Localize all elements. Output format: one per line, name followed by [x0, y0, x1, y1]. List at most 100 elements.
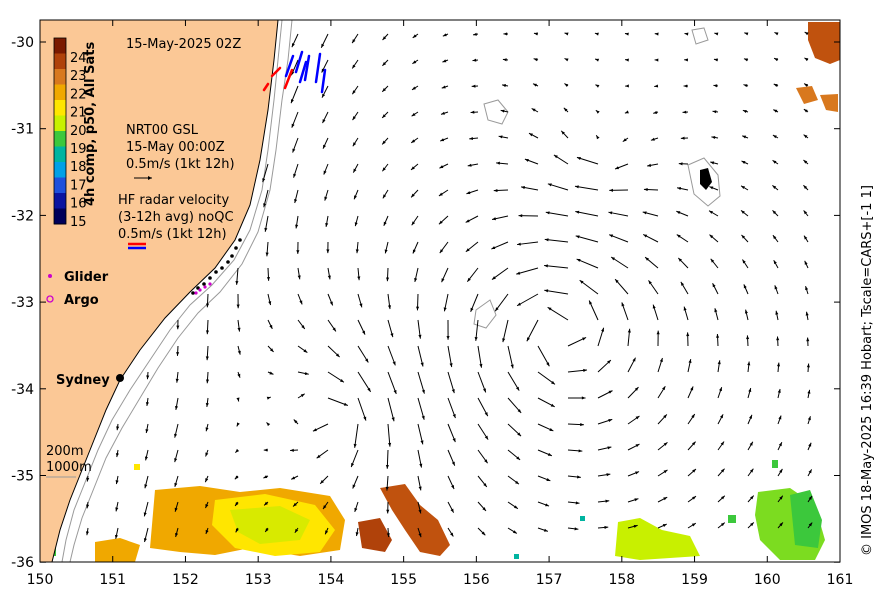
sydney-marker — [116, 374, 124, 382]
current-vector-head — [744, 309, 748, 314]
current-vector-head — [710, 161, 715, 165]
current-vector-head — [648, 280, 652, 285]
current-vector-head — [774, 285, 778, 290]
current-vector-head — [292, 148, 296, 153]
current-vector-head — [807, 389, 811, 394]
current-vector-head — [528, 133, 533, 137]
current-vector — [387, 371, 397, 395]
current-vector-head — [750, 495, 754, 500]
current-vector-head — [236, 397, 240, 402]
island — [700, 168, 712, 190]
colorbar-band — [54, 115, 66, 132]
current-vector-head — [690, 386, 694, 391]
current-vector-head — [654, 58, 659, 62]
current-vector — [579, 279, 599, 295]
current-vector-head — [355, 249, 359, 254]
current-vector-head — [776, 362, 781, 367]
current-vector-head — [382, 62, 387, 66]
current-vector-head — [779, 495, 783, 500]
current-vector-head — [663, 497, 668, 501]
current-vector — [516, 267, 539, 275]
current-vector-head — [748, 388, 752, 393]
current-vector-head — [263, 448, 268, 452]
current-vector-head — [234, 475, 239, 480]
current-vector-head — [692, 469, 696, 473]
current-vector — [575, 211, 599, 217]
current-vector-head — [269, 371, 274, 375]
current-vector-head — [383, 221, 387, 226]
current-vector-head — [446, 336, 450, 340]
colorbar-tick-label: 18 — [70, 160, 87, 175]
current-vector-head — [353, 168, 357, 173]
current-vector — [544, 289, 569, 295]
current-vector-head — [545, 211, 550, 215]
current-vector-head — [776, 336, 780, 341]
current-vector-head — [322, 93, 326, 98]
colorbar-band — [54, 38, 66, 54]
current-vector-head — [643, 188, 648, 192]
current-vector-head — [633, 524, 638, 528]
current-vector-head — [385, 464, 389, 469]
current-vector-head — [438, 192, 443, 196]
colorbar-band — [54, 131, 66, 147]
current-vector-head — [710, 258, 715, 263]
current-vector-head — [545, 503, 550, 507]
lat-tick-label: -34 — [11, 382, 34, 398]
current-vector-head — [263, 475, 268, 479]
current-vector-head — [549, 428, 554, 431]
current-vector-head — [743, 284, 747, 289]
current-vector-head — [578, 449, 583, 453]
current-vector-head — [804, 32, 809, 36]
current-vector-head — [418, 509, 422, 514]
current-vector-head — [293, 419, 298, 424]
current-vector — [357, 397, 367, 421]
current-vector-head — [747, 361, 751, 366]
current-vector-head — [804, 235, 808, 240]
current-vector-head — [293, 173, 297, 178]
nrt-scale: 0.5m/s (1kt 12h) — [126, 157, 235, 172]
current-vector-head — [323, 144, 327, 149]
current-vector-head — [449, 363, 453, 368]
current-vector-head — [772, 185, 777, 189]
current-vector-head — [680, 136, 685, 140]
current-vector-head — [741, 234, 746, 239]
lon-tick-label: 159 — [681, 572, 708, 588]
current-vector-head — [650, 137, 655, 141]
current-vector-head — [441, 85, 446, 89]
current-vector-head — [115, 453, 119, 458]
current-vector-head — [662, 524, 667, 528]
current-vector-head — [465, 248, 470, 252]
current-vector-head — [579, 280, 584, 284]
current-vector-head — [772, 160, 777, 164]
current-vector-head — [326, 249, 330, 254]
current-vector-head — [496, 161, 500, 165]
current-vector-head — [595, 58, 600, 62]
current-vector — [545, 211, 569, 217]
current-vector-head — [663, 442, 668, 446]
current-vector-head — [300, 393, 305, 398]
current-vector-head — [596, 135, 600, 140]
current-vector-head — [339, 378, 344, 383]
current-vector-head — [663, 414, 667, 419]
current-vector-head — [691, 441, 696, 446]
current-vector-head — [743, 58, 748, 62]
current-vector-head — [517, 432, 522, 437]
current-vector-head — [335, 353, 340, 358]
current-vector-head — [365, 358, 369, 363]
current-vector-head — [495, 307, 499, 312]
current-vector-head — [484, 435, 489, 440]
current-vector-head — [621, 302, 625, 307]
current-vector-head — [744, 32, 749, 36]
current-vector-head — [264, 227, 268, 232]
current-vector-head — [174, 405, 179, 410]
current-vector-head — [482, 388, 486, 393]
lon-tick-label: 161 — [827, 572, 854, 588]
current-vector-head — [719, 387, 722, 392]
current-vector-head — [682, 110, 687, 114]
current-vector-head — [518, 214, 523, 218]
current-vector-head — [266, 277, 271, 281]
current-vector-head — [521, 186, 525, 190]
current-vector-head — [804, 260, 808, 265]
current-vector-head — [677, 186, 681, 191]
lon-tick-label: 157 — [536, 572, 563, 588]
